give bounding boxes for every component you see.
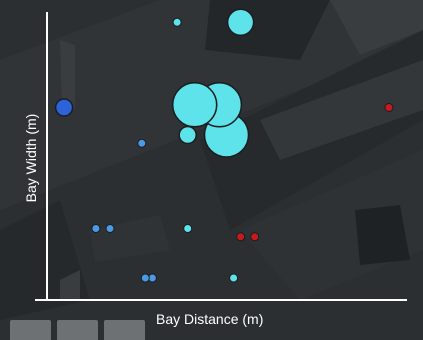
x-axis-label: Bay Distance (m) <box>156 311 264 327</box>
scatter-point-s1-0[interactable] <box>137 138 147 148</box>
scatter-point-s0-0[interactable] <box>172 17 182 27</box>
scatter-point-s1-3[interactable] <box>140 273 150 283</box>
footer-tile-1[interactable] <box>10 320 51 340</box>
scatter-point-s0-4[interactable] <box>178 125 197 145</box>
scatter-point-s2-0[interactable] <box>54 98 74 117</box>
footer-tile-3[interactable] <box>104 320 145 340</box>
scatter-point-s1-1[interactable] <box>91 224 101 233</box>
data-points <box>54 8 394 283</box>
scatter-point-s1-2[interactable] <box>105 224 115 233</box>
footer-tile-2[interactable] <box>57 320 98 340</box>
y-axis-label: Bay Width (m) <box>23 113 39 203</box>
scatter-point-s3-0[interactable] <box>236 232 246 242</box>
scatter-point-s0-7[interactable] <box>229 273 239 283</box>
scatter-point-s3-2[interactable] <box>384 103 394 112</box>
scatter-point-s0-2[interactable] <box>171 82 218 128</box>
scatter-point-s0-1[interactable] <box>226 8 255 37</box>
scatter-point-s0-6[interactable] <box>183 224 193 233</box>
scatter-point-s3-1[interactable] <box>250 232 260 242</box>
